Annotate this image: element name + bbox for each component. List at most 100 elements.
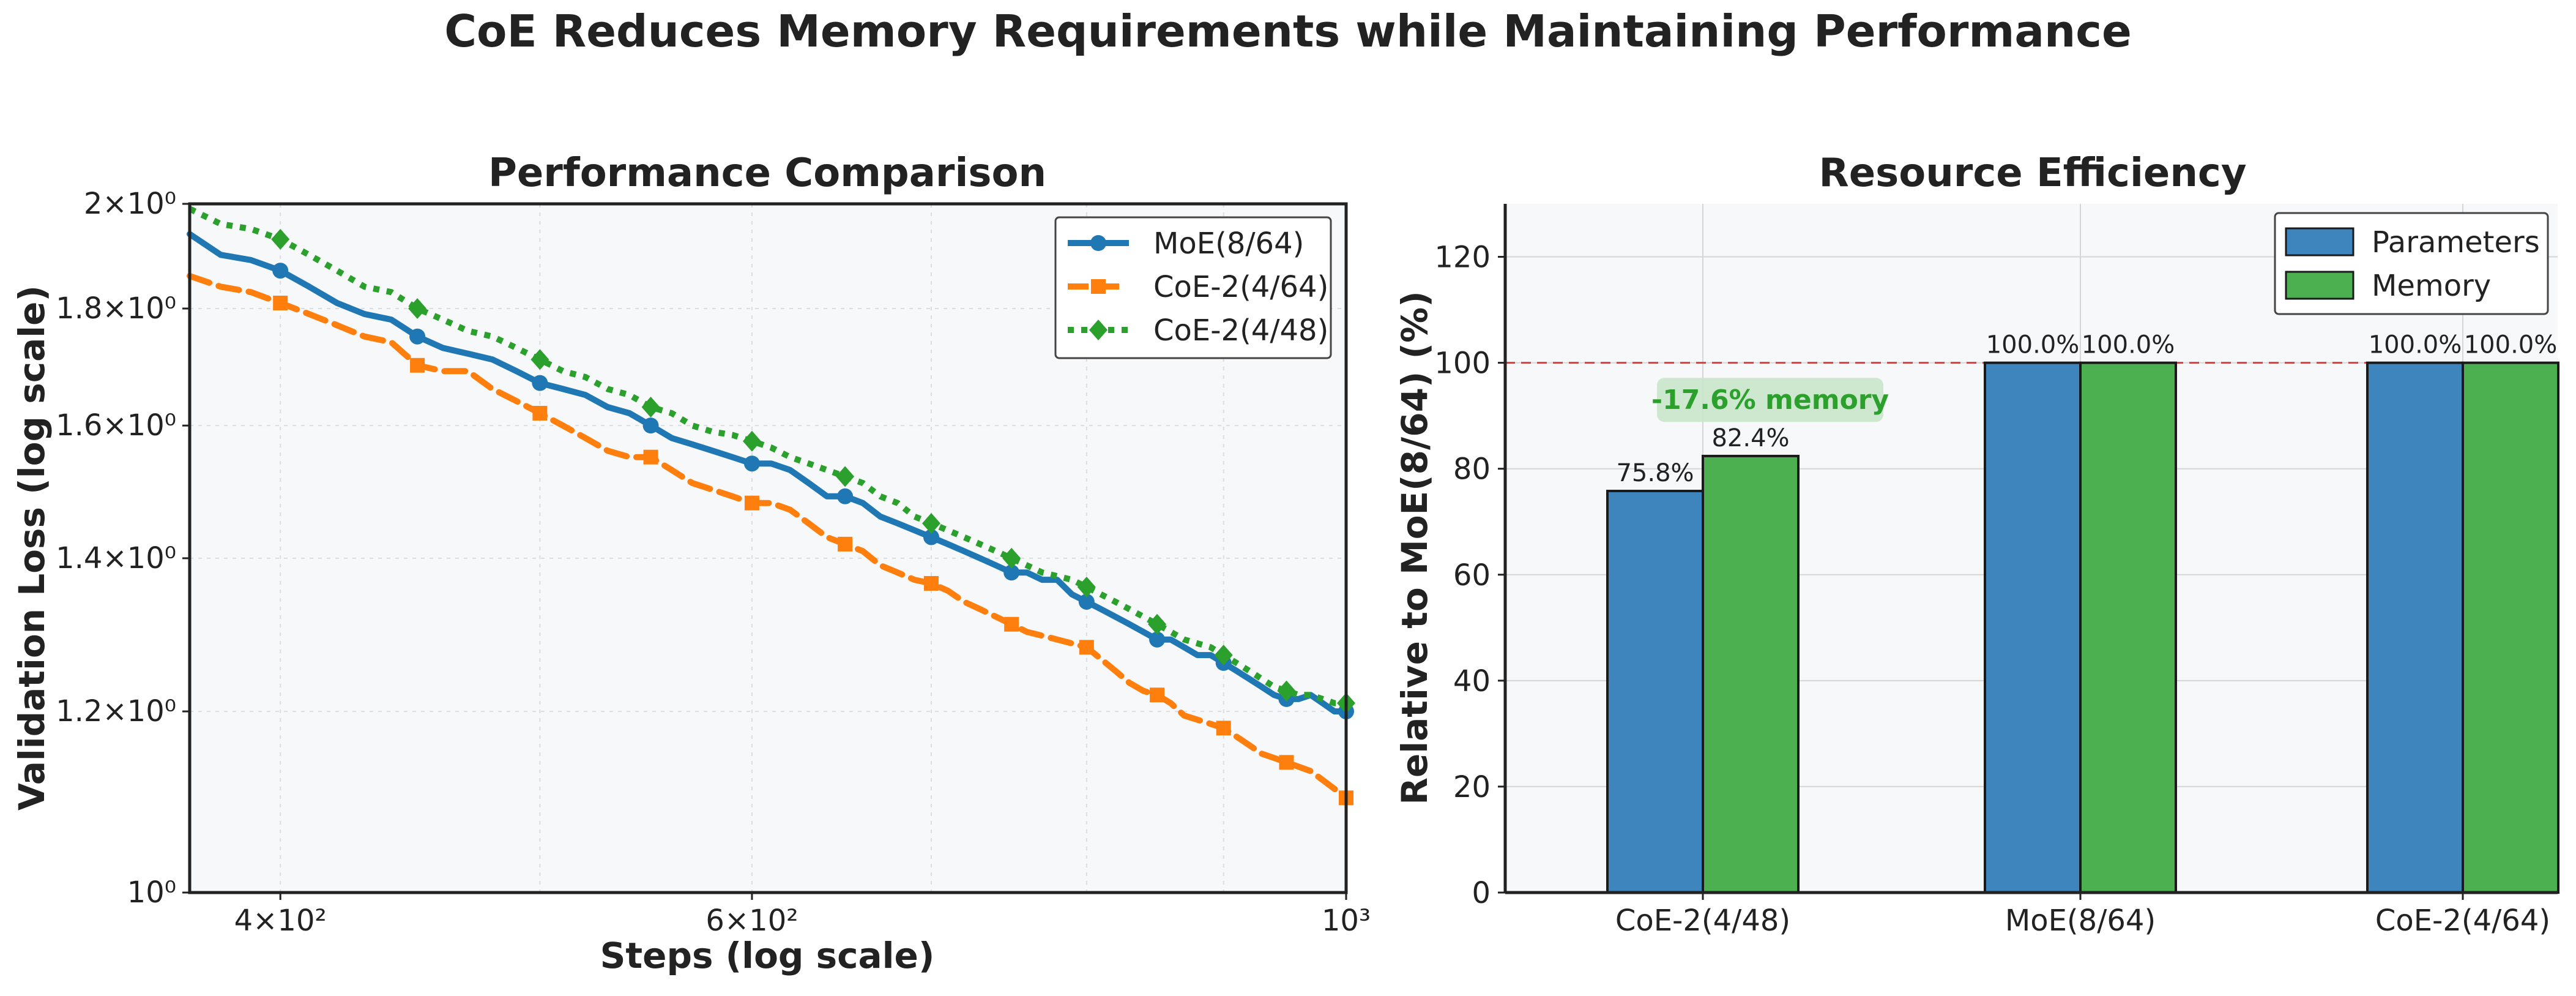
series-marker — [273, 296, 288, 311]
bar-parameters — [1606, 490, 1704, 894]
legend-marker — [1089, 320, 1107, 340]
series-marker — [921, 512, 940, 534]
series-marker — [1077, 576, 1096, 597]
figure-title: CoE Reduces Memory Requirements while Ma… — [444, 6, 2132, 57]
bar-value-label: 82.4% — [1711, 424, 1789, 452]
bar-value-label: 75.8% — [1616, 459, 1694, 487]
annotation-box — [1657, 378, 1883, 422]
y-tick-label: 1.4×10⁰ — [56, 541, 176, 575]
line-chart-y-label: Validation Loss (log scale) — [11, 285, 53, 811]
bar-chart-annotation: -17.6% memory — [1651, 378, 1889, 422]
series-marker — [1150, 687, 1165, 703]
series-marker — [1279, 755, 1294, 770]
y-tick-label: 40 — [1453, 664, 1491, 698]
series-marker — [1002, 547, 1021, 569]
series-marker — [1149, 631, 1166, 648]
series-marker — [744, 495, 759, 511]
bar-chart-legend: Parameters Memory — [2274, 212, 2549, 315]
x-tick-label: 10³ — [1322, 904, 1371, 938]
line-chart-title: Performance Comparison — [488, 151, 1046, 196]
series-marker — [1078, 593, 1095, 610]
series-marker — [923, 575, 939, 591]
legend-label: CoE-2(4/64) — [1153, 270, 1328, 304]
y-tick-label: 2×10⁰ — [84, 187, 176, 221]
annotation-text: -17.6% memory — [1651, 384, 1889, 416]
line-chart-x-label: Steps (log scale) — [600, 935, 935, 976]
y-tick-label: 80 — [1453, 452, 1491, 487]
bar-chart-bars: 75.8%82.4%100.0% 100.0% 100.0% 100.0% — [1606, 331, 2559, 894]
bar-value-label: 100.0% — [2464, 331, 2558, 359]
line-chart-legend: MoE(8/64) CoE-2(4/64) CoE-2(4/48) — [1054, 216, 1332, 359]
legend-label: MoE(8/64) — [1153, 227, 1304, 261]
series-marker — [643, 449, 658, 465]
bar-chart: Resource Efficiency 75.8%82.4%100.0% 100.… — [1394, 151, 2559, 938]
series-marker — [410, 358, 425, 373]
y-tick-label: 100 — [1434, 346, 1491, 381]
series-marker — [272, 263, 289, 279]
bar-memory — [2462, 361, 2559, 894]
x-tick-label: CoE-2(4/64) — [2375, 904, 2550, 938]
bar-value-label: 100.0% — [2082, 331, 2175, 359]
legend-label: Parameters — [2372, 225, 2540, 260]
series-2 — [188, 206, 1355, 714]
series-marker — [837, 488, 854, 504]
series-marker — [271, 228, 290, 250]
bar-value-label: 100.0% — [1986, 331, 2080, 359]
bar-chart-ticks: 0 20 40 60 80 100 120 CoE-2(4/48) MoE(8/64) CoE-2… — [1434, 241, 2550, 938]
legend-label: Memory — [2372, 269, 2491, 303]
series-marker — [743, 455, 760, 472]
series-marker — [1277, 680, 1296, 702]
series-marker — [409, 328, 426, 345]
x-tick-label: MoE(8/64) — [2005, 904, 2156, 938]
bar-memory — [1702, 454, 1800, 894]
series-marker — [923, 529, 939, 545]
series-marker — [1214, 645, 1233, 666]
series-marker — [642, 417, 659, 434]
series-marker — [1148, 613, 1167, 635]
x-tick-label: 4×10² — [234, 904, 327, 938]
line-chart-frame — [188, 202, 1348, 894]
bar-value-label: 100.0% — [2369, 331, 2462, 359]
y-tick-label: 10⁰ — [127, 875, 176, 910]
line-chart: Performance Comparison 4×10² 6×10² 10³ 10⁰ 1… — [11, 151, 1371, 976]
series-line — [188, 206, 1346, 706]
series-marker — [408, 298, 427, 320]
bar-chart-y-label: Relative to MoE(8/64) (%) — [1394, 291, 1435, 805]
x-tick-label: 6×10² — [705, 904, 798, 938]
series-marker — [836, 466, 855, 487]
series-marker — [641, 397, 660, 418]
y-tick-label: 1.8×10⁰ — [56, 291, 176, 326]
bar-memory — [2079, 361, 2177, 894]
legend-box — [1054, 216, 1332, 359]
y-tick-label: 60 — [1453, 558, 1491, 593]
x-tick-label: CoE-2(4/48) — [1615, 904, 1790, 938]
y-tick-label: 1.6×10⁰ — [56, 408, 176, 443]
series-marker — [532, 375, 548, 391]
legend-marker — [1090, 235, 1106, 251]
series-marker — [1216, 721, 1231, 736]
bar-parameters — [1984, 361, 2082, 894]
series-marker — [1003, 564, 1020, 581]
legend-label: CoE-2(4/48) — [1153, 313, 1328, 348]
series-1 — [187, 272, 1353, 806]
legend-swatch — [2285, 227, 2355, 256]
bar-chart-axes — [1503, 204, 2558, 894]
series-marker — [742, 430, 761, 452]
y-tick-label: 120 — [1434, 241, 1491, 275]
series-marker — [1079, 640, 1094, 655]
series-marker — [530, 349, 549, 370]
line-chart-series — [187, 206, 1355, 806]
legend-marker — [1091, 279, 1106, 294]
series-marker — [1004, 616, 1019, 632]
y-tick-label: 1.2×10⁰ — [56, 694, 176, 728]
y-tick-label: 20 — [1453, 770, 1491, 804]
bar-parameters — [2366, 361, 2464, 894]
line-chart-ticks: 4×10² 6×10² 10³ 10⁰ 1.2×10⁰ 1.4×10⁰ 1.6×10⁰ 1.8… — [56, 187, 1371, 938]
legend-swatch — [2285, 271, 2355, 300]
series-0 — [187, 231, 1354, 720]
bar-chart-title: Resource Efficiency — [1818, 151, 2246, 196]
series-marker — [532, 406, 548, 421]
series-marker — [838, 536, 853, 552]
